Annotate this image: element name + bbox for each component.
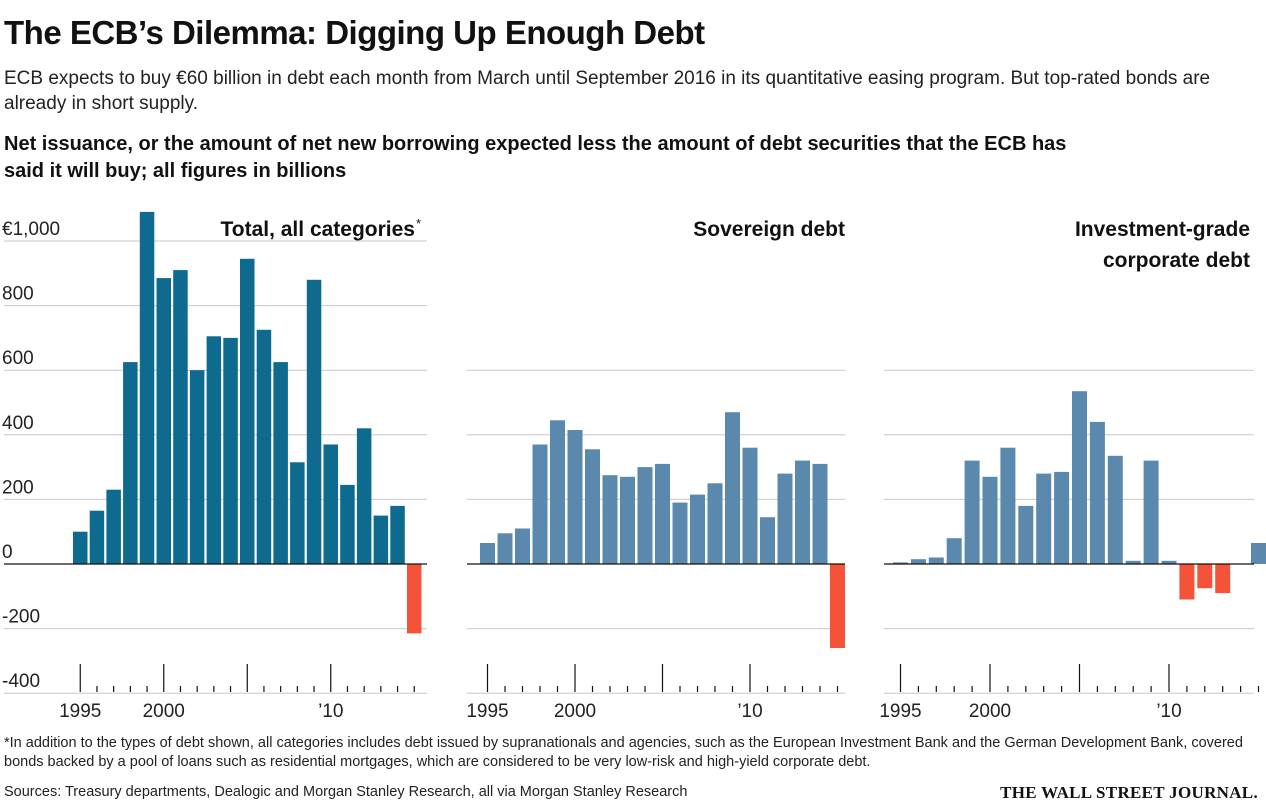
panel2-bar-2007 (690, 494, 705, 564)
y-tick-label: €1,000 (2, 219, 60, 240)
panel3-bar-2011 (1179, 564, 1195, 600)
sources-note: Sources: Treasury departments, Dealogic … (4, 784, 688, 800)
y-tick-label: 600 (2, 348, 34, 369)
panel2-bar-2006 (672, 502, 688, 564)
panel3-title-line: corporate debt (1103, 249, 1250, 272)
chart-subtitle: ECB expects to buy €60 billion in debt e… (4, 68, 1211, 114)
panel2-bar-1995 (480, 543, 495, 564)
panel2-bar-2009 (725, 412, 740, 564)
panel2-bar-1997 (515, 528, 530, 564)
panel1-x-tick-label: ’10 (318, 701, 343, 722)
y-tick-label: 0 (2, 542, 13, 563)
panel1-bar-2011 (340, 484, 355, 564)
panel1-bar-2010 (323, 444, 338, 564)
panel3-bar-2001 (1000, 447, 1016, 564)
panel3-bar-1996 (910, 559, 926, 564)
panel1-bar-2001 (173, 270, 188, 564)
panel1-bar-2002 (189, 370, 205, 564)
panel2-bar-2015 (830, 564, 845, 648)
panel1-bar-2005 (240, 258, 255, 564)
panel3-bar-1999 (964, 460, 980, 564)
panel1-bar-2003 (206, 336, 222, 564)
panel2-bar-1996 (497, 533, 513, 564)
panel1-bar-1999 (139, 211, 155, 564)
chart-description: Net issuance, or the amount of net new b… (4, 133, 1067, 182)
y-tick-label: -200 (2, 607, 40, 628)
panel2-bar-2012 (777, 473, 793, 564)
panel1-x-tick-label: 2000 (143, 701, 185, 722)
panel2-bar-2000 (567, 430, 583, 564)
panel1-bar-2008 (290, 462, 305, 564)
panel2-x-tick-label: 2000 (554, 701, 596, 722)
panel1-bar-1996 (89, 510, 105, 564)
panel3-bar-2005 (1072, 391, 1087, 564)
panel2-bar-1999 (550, 420, 565, 564)
panel2-bar-2005 (655, 463, 670, 564)
footnote: *In addition to the types of debt shown,… (4, 735, 1243, 770)
charts-area: -400 -200 0 200 400 600 800 €1,000 1995 2000 ’10 To… (2, 211, 1266, 722)
panel2-title: Sovereign debt (693, 218, 845, 241)
panel3-bar-1997 (928, 557, 944, 564)
panel1-bar-2009 (306, 279, 322, 564)
panel2-bar-2010 (742, 447, 758, 564)
panel2-x-tick-label: ’10 (737, 701, 762, 722)
panel1-bar-1998 (123, 362, 138, 564)
panel2-bar-2008 (707, 483, 723, 565)
panel3-bar-2002 (1018, 505, 1034, 564)
panel3-bar-2015 (1251, 543, 1266, 564)
panel3-x-tick-label: 2000 (969, 701, 1011, 722)
panel2-bar-1998 (532, 444, 548, 564)
panel1-bar-2015 (407, 564, 422, 634)
panel1-x-tick-label: 1995 (59, 701, 101, 722)
panel1-bar-2013 (373, 515, 389, 565)
panel2-bar-2002 (602, 475, 618, 564)
y-tick-label: -400 (2, 671, 40, 692)
panel3-bar-2009 (1143, 460, 1159, 564)
panel3-bar-2010 (1161, 560, 1177, 564)
y-tick-label: 400 (2, 413, 34, 434)
panel1-bar-2000 (156, 278, 171, 564)
panel3-bar-2012 (1197, 564, 1213, 589)
panel3-bar-2006 (1089, 421, 1105, 564)
panel3-bar-2003 (1036, 473, 1052, 564)
panel1-title: Total, all categories (220, 218, 415, 241)
panel2-bar-2014 (812, 463, 828, 564)
panel3-bar-1995 (893, 562, 908, 564)
y-tick-label: 800 (2, 284, 34, 305)
panel3-bar-2013 (1215, 564, 1231, 594)
panel1-bar-1995 (73, 531, 88, 564)
wsj-logo: THE WALL STREET JOURNAL. (1000, 783, 1258, 802)
panel2-bar-2011 (760, 517, 775, 564)
panel3-bar-2000 (982, 476, 998, 564)
panel1-bar-2014 (390, 505, 405, 564)
panel3-bar-1998 (946, 538, 962, 564)
chart-title: The ECB’s Dilemma: Digging Up Enough Deb… (4, 14, 705, 51)
panel3-bar-2004 (1054, 471, 1070, 564)
panel2-bar-2001 (585, 449, 600, 564)
panel3-x-tick-label: 1995 (879, 701, 921, 722)
panel1-bar-2012 (356, 428, 372, 564)
panel1-bar-2007 (273, 362, 288, 564)
panel1-title-footnote-marker: * (416, 216, 421, 231)
panel2-x-tick-label: 1995 (466, 701, 508, 722)
panel2-bar-2013 (795, 460, 810, 564)
panel3-bar-2008 (1125, 560, 1141, 564)
panel2-bar-2004 (637, 467, 653, 564)
panel1-bar-2004 (223, 337, 238, 564)
panel1-bar-2006 (256, 329, 272, 564)
panel3-x-tick-label: ’10 (1156, 701, 1181, 722)
y-tick-label: 200 (2, 477, 34, 498)
panel1-bar-1997 (106, 489, 121, 564)
panel2-bar-2003 (620, 476, 635, 564)
panel3-bar-2007 (1107, 455, 1123, 564)
panel3-title-line: Investment-grade (1075, 218, 1250, 241)
